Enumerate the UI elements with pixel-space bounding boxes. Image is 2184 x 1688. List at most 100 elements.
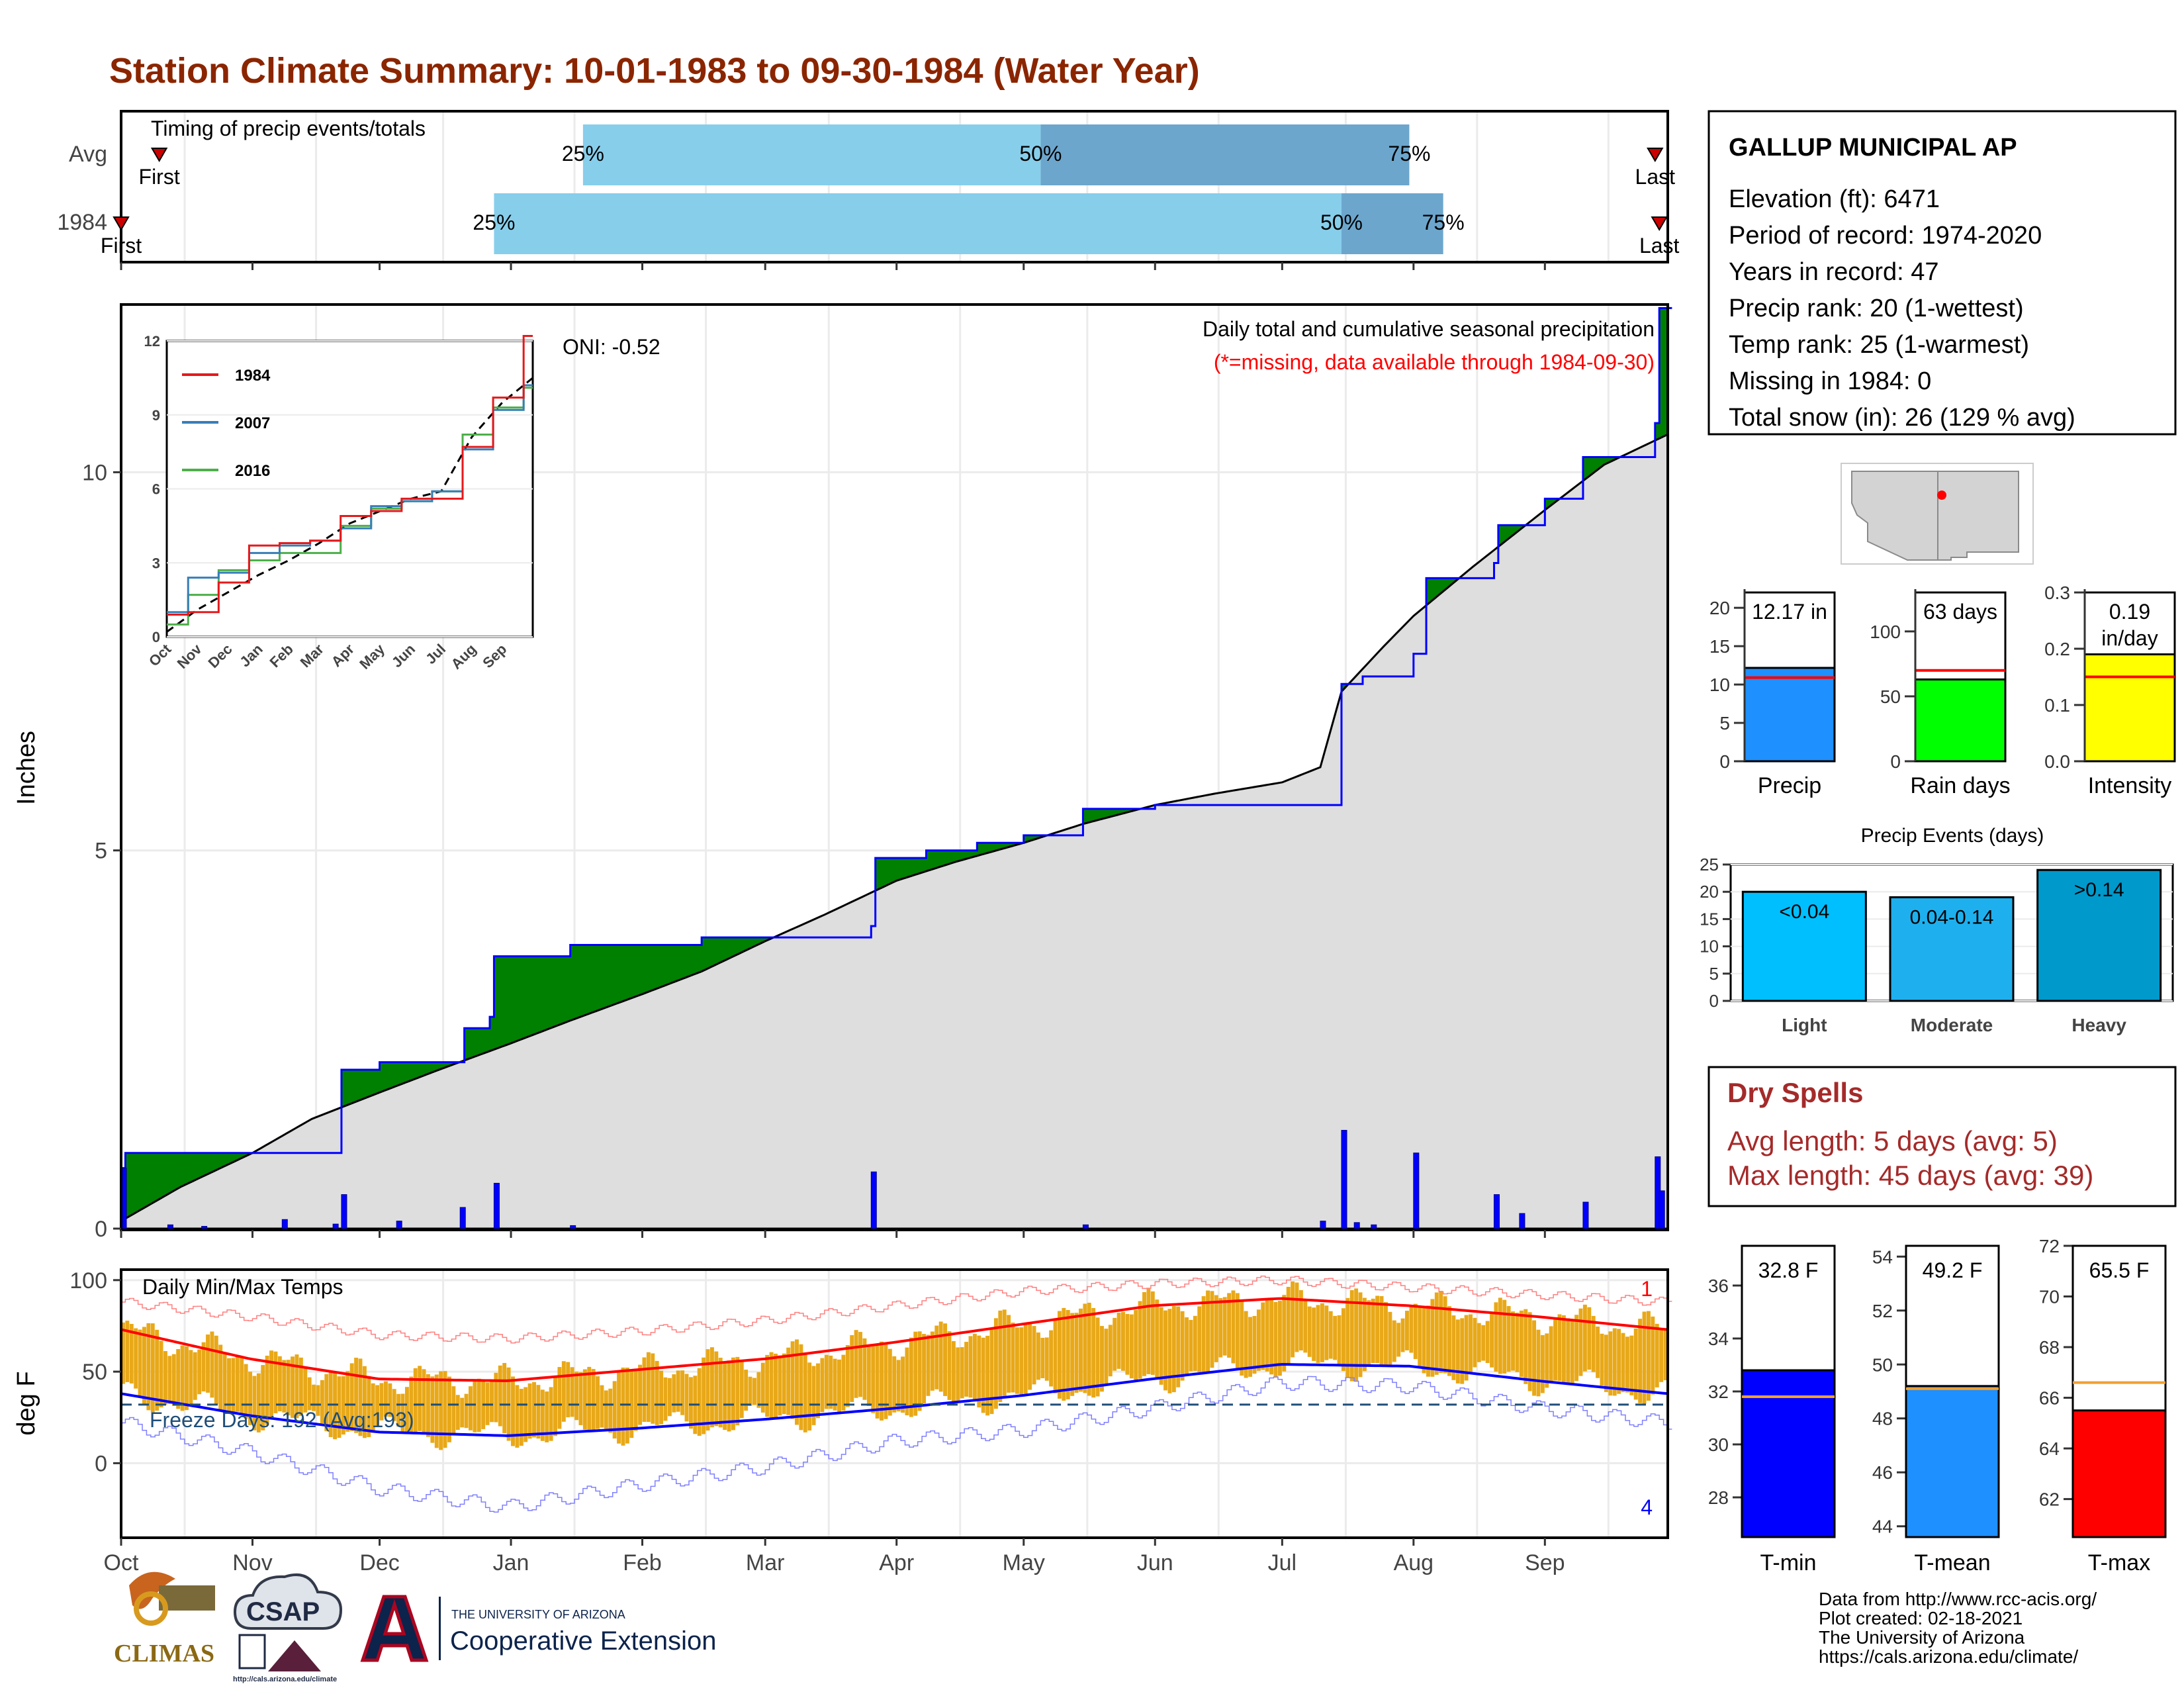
timing-last-marker <box>1647 148 1664 162</box>
surplus-deficit-fill <box>176 1152 181 1190</box>
surplus-deficit-fill <box>502 956 508 1047</box>
daily-temp-range-bar <box>604 1390 608 1429</box>
dry-spells-title: Dry Spells <box>1727 1077 1863 1108</box>
daily-temp-range-bar <box>396 1393 401 1427</box>
daily-temp-range-bar <box>739 1361 744 1419</box>
daily-temp-range-bar <box>337 1376 341 1438</box>
daily-temp-range-bar <box>197 1349 202 1395</box>
daily-temp-range-bar <box>248 1372 252 1425</box>
surplus-deficit-fill <box>1498 525 1503 547</box>
record-low-count: 4 <box>1641 1495 1653 1519</box>
precip-ylabel: Inches <box>13 731 40 805</box>
inset-y-tick-label: 0 <box>152 629 160 645</box>
surplus-deficit-fill <box>608 945 614 1007</box>
daily-temp-range-bar <box>231 1358 236 1413</box>
daily-temp-range-bar <box>1185 1317 1189 1375</box>
surplus-deficit-fill <box>129 1152 134 1217</box>
daily-temp-range-bar <box>494 1372 498 1423</box>
daily-temp-range-bar <box>998 1310 1003 1402</box>
daily-temp-range-bar <box>447 1376 451 1442</box>
daily-temp-range-bar <box>1316 1305 1320 1363</box>
surplus-deficit-fill <box>901 858 906 880</box>
surplus-deficit-fill <box>1007 843 1012 848</box>
station-name: GALLUP MUNICIPAL AP <box>1729 134 2017 162</box>
surplus-deficit-fill <box>185 1152 190 1186</box>
daily-temp-range-bar <box>557 1367 562 1429</box>
daily-temp-range-bar <box>341 1376 345 1435</box>
daily-precip-bar <box>1341 1129 1347 1229</box>
surplus-deficit-fill <box>197 1152 203 1180</box>
daily-temp-range-bar <box>545 1391 549 1442</box>
surplus-deficit-fill <box>430 1062 435 1073</box>
daily-temp-range-bar <box>1298 1289 1303 1351</box>
daily-temp-range-bar <box>201 1342 206 1391</box>
daily-temp-range-bar <box>676 1370 680 1412</box>
daily-temp-range-bar <box>1396 1323 1401 1357</box>
daily-temp-range-bar <box>1422 1308 1426 1374</box>
surplus-deficit-fill <box>1506 525 1512 540</box>
temp-panel: Daily Min/Max Temps Freeze Days: 192 (Av… <box>13 262 1672 1575</box>
daily-temp-range-bar <box>1155 1299 1160 1379</box>
daily-temp-range-bar <box>727 1360 731 1432</box>
surplus-deficit-fill <box>498 956 503 1049</box>
surplus-deficit-fill <box>582 945 588 1016</box>
page-title: Station Climate Summary: 10-01-1983 to 0… <box>109 51 1200 91</box>
daily-temp-range-bar <box>307 1377 312 1411</box>
daily-temp-range-bar <box>303 1366 308 1413</box>
summary-y-tick-label: 5 <box>1719 713 1730 733</box>
surplus-deficit-fill <box>146 1152 152 1207</box>
surplus-deficit-fill <box>1028 835 1033 842</box>
surplus-deficit-fill <box>404 1062 410 1083</box>
daily-temp-range-bar <box>430 1376 435 1443</box>
record-high-line <box>121 1276 1672 1344</box>
surplus-deficit-fill <box>426 1062 431 1075</box>
daily-precip-bar <box>1413 1152 1420 1229</box>
daily-temp-range-bar <box>1663 1328 1668 1381</box>
timing-pct-label: 25% <box>473 211 515 234</box>
daily-temp-range-bar <box>1642 1311 1647 1404</box>
timing-last-label: Last <box>1639 234 1680 258</box>
daily-precip-bar <box>167 1224 173 1229</box>
daily-temp-range-bar <box>1629 1335 1634 1395</box>
daily-temp-range-bar <box>938 1321 943 1392</box>
daily-temp-range-bar <box>1490 1311 1494 1368</box>
daily-temp-range-bar <box>756 1372 761 1408</box>
daily-precip-bar <box>459 1207 466 1229</box>
daily-temp-range-bar <box>608 1388 613 1433</box>
precip-title: Daily total and cumulative seasonal prec… <box>1203 317 1655 341</box>
surplus-deficit-fill <box>345 1070 351 1106</box>
record-high-count: 1 <box>1641 1277 1653 1301</box>
csap-logo-cloud <box>233 1573 343 1630</box>
daily-temp-range-bar <box>633 1369 638 1431</box>
surplus-deficit-fill <box>688 945 694 976</box>
daily-precip-bar <box>1371 1224 1377 1229</box>
daily-temp-range-bar <box>142 1327 146 1405</box>
temp-bar-y-tick-label: 28 <box>1708 1487 1729 1508</box>
normal-min-line <box>120 1363 1668 1437</box>
surplus-deficit-fill <box>1125 808 1130 813</box>
daily-temp-range-bar <box>324 1374 329 1432</box>
climas-logo-bar <box>159 1585 215 1611</box>
surplus-deficit-fill <box>180 1152 185 1188</box>
daily-temp-range-bar <box>786 1347 791 1415</box>
surplus-deficit-fill <box>1511 525 1516 537</box>
daily-temp-range-bar <box>1621 1333 1625 1393</box>
daily-temp-range-bar <box>1171 1306 1176 1393</box>
surplus-deficit-fill <box>214 1152 219 1171</box>
daily-temp-range-bar <box>901 1356 905 1413</box>
daily-temp-range-bar <box>159 1340 163 1408</box>
daily-temp-range-bar <box>1040 1338 1045 1379</box>
daily-temp-range-bar <box>1625 1336 1629 1393</box>
surplus-deficit-fill <box>887 858 893 885</box>
daily-temp-range-bar <box>1612 1328 1617 1396</box>
events-bar-Heavy <box>2036 868 2162 1002</box>
daily-temp-range-bar <box>176 1349 181 1409</box>
daily-temp-range-bar <box>155 1329 159 1411</box>
surplus-deficit-fill <box>981 843 986 855</box>
temp-bar-name: T-max <box>2088 1550 2150 1575</box>
timing-pct-label: 50% <box>1019 142 1062 165</box>
summary-y-tick-label: 100 <box>1870 622 1901 642</box>
daily-temp-range-bar <box>1333 1315 1338 1360</box>
daily-temp-range-bar <box>1409 1305 1414 1353</box>
